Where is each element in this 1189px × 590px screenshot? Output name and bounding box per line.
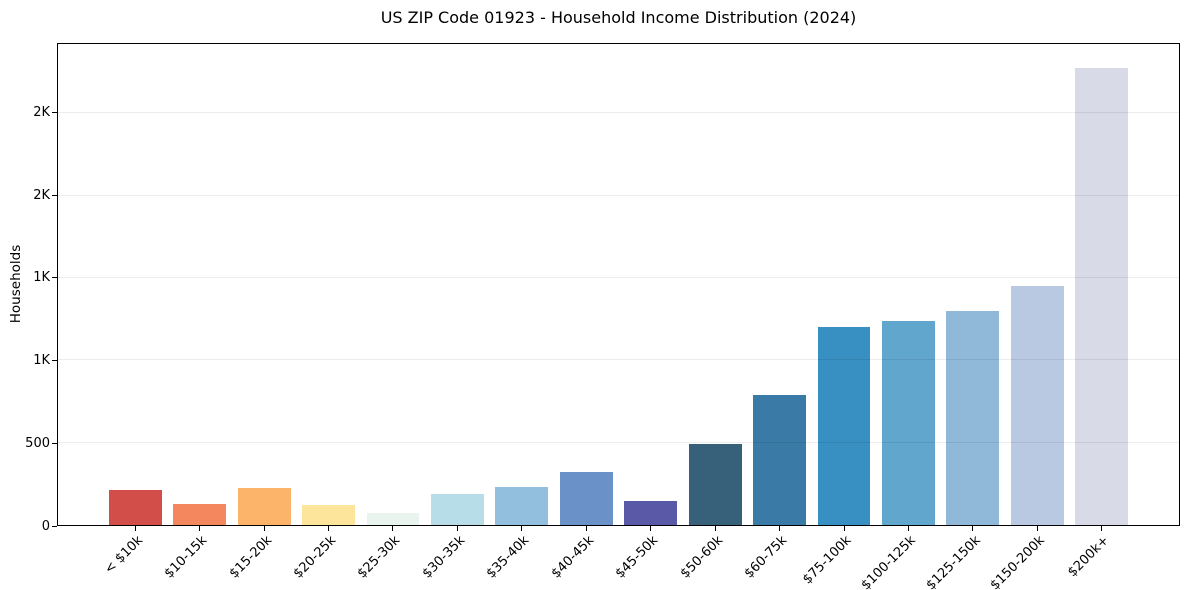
bar-column bbox=[490, 44, 554, 525]
x-tick-mark bbox=[456, 526, 458, 531]
chart-title: US ZIP Code 01923 - Household Income Dis… bbox=[380, 8, 857, 27]
gridline-2000 bbox=[58, 194, 1179, 196]
bar-column bbox=[232, 44, 296, 525]
bar bbox=[495, 487, 549, 525]
bar-column bbox=[361, 44, 425, 525]
x-tick-mark bbox=[1101, 526, 1103, 531]
bar bbox=[624, 501, 678, 525]
bars-container bbox=[58, 44, 1179, 525]
gridline-1500 bbox=[58, 276, 1179, 278]
bar bbox=[1010, 286, 1064, 525]
x-tick-label: $40-45k bbox=[548, 533, 597, 582]
bar bbox=[688, 444, 742, 525]
gridline-2500 bbox=[58, 112, 1179, 114]
bar bbox=[753, 394, 806, 525]
x-tick-mark bbox=[972, 526, 974, 531]
bar-column bbox=[1005, 44, 1069, 525]
y-tick-mark bbox=[52, 194, 57, 196]
y-tick-mark bbox=[52, 442, 57, 444]
x-tick-mark bbox=[521, 526, 523, 531]
y-tick-label: 2K bbox=[33, 187, 50, 203]
x-tick-label: $25-30k bbox=[355, 533, 404, 582]
gridline-500 bbox=[58, 441, 1179, 443]
y-tick-mark bbox=[52, 525, 57, 527]
bar bbox=[237, 487, 291, 525]
x-tick-label: $30-35k bbox=[419, 533, 469, 582]
x-tick-label: $125-150k bbox=[923, 533, 984, 590]
x-tick-label: $150-200k bbox=[987, 533, 1048, 590]
x-tick-mark bbox=[843, 526, 845, 531]
bar-column bbox=[425, 44, 489, 525]
x-tick-label: < $10k bbox=[101, 533, 146, 578]
bar-column bbox=[812, 44, 876, 525]
y-tick-label: 2K bbox=[33, 104, 50, 120]
x-tick-label: $50-60k bbox=[677, 533, 726, 582]
x-tick-mark bbox=[134, 526, 136, 531]
x-tick-label: $35-40k bbox=[483, 533, 533, 582]
x-tick-mark bbox=[392, 526, 394, 531]
x-tick-mark bbox=[779, 526, 781, 531]
y-tick-mark bbox=[52, 111, 57, 113]
x-tick-label: $15-20k bbox=[226, 533, 275, 582]
x-tick-label: $75-100k bbox=[800, 533, 855, 588]
x-tick-label: $20-25k bbox=[290, 533, 340, 582]
bar bbox=[108, 489, 162, 525]
bar-column bbox=[554, 44, 618, 525]
bar-column bbox=[296, 44, 360, 525]
bar-column bbox=[747, 44, 811, 525]
x-tick-mark bbox=[650, 526, 652, 531]
x-tick-mark bbox=[907, 526, 909, 531]
bar bbox=[366, 512, 420, 525]
x-tick-label: $200k+ bbox=[1065, 533, 1113, 581]
x-tick-mark bbox=[263, 526, 265, 531]
bar-column bbox=[619, 44, 683, 525]
y-tick-label: 500 bbox=[25, 435, 50, 451]
bar-column bbox=[103, 44, 167, 525]
x-tick-mark bbox=[585, 526, 587, 531]
plot-area bbox=[57, 43, 1180, 526]
y-tick-mark bbox=[52, 360, 57, 362]
x-tick-mark bbox=[199, 526, 201, 531]
bar-column bbox=[1070, 44, 1134, 525]
bar bbox=[430, 493, 484, 525]
x-tick-mark bbox=[1036, 526, 1038, 531]
y-tick-label: 1K bbox=[33, 353, 50, 369]
bar bbox=[173, 504, 227, 525]
x-tick-label: $100-125k bbox=[858, 533, 920, 590]
y-tick-label: 1K bbox=[33, 270, 50, 286]
x-tick-label: $60-75k bbox=[741, 533, 791, 582]
bar bbox=[817, 327, 871, 525]
x-tick-mark bbox=[328, 526, 330, 531]
gridline-1000 bbox=[58, 359, 1179, 361]
bar bbox=[302, 505, 355, 525]
x-tick-mark bbox=[714, 526, 716, 531]
bar bbox=[1075, 67, 1129, 525]
x-tick-label: $45-50k bbox=[612, 533, 662, 582]
x-tick-label: $10-15k bbox=[161, 533, 211, 582]
bar bbox=[882, 320, 935, 525]
y-tick-label: 0 bbox=[41, 518, 50, 534]
bar-column bbox=[876, 44, 940, 525]
bar-column bbox=[167, 44, 231, 525]
bar bbox=[946, 310, 1000, 525]
bar-column bbox=[683, 44, 747, 525]
bar-column bbox=[941, 44, 1005, 525]
y-tick-mark bbox=[52, 277, 57, 279]
bar bbox=[559, 472, 613, 525]
